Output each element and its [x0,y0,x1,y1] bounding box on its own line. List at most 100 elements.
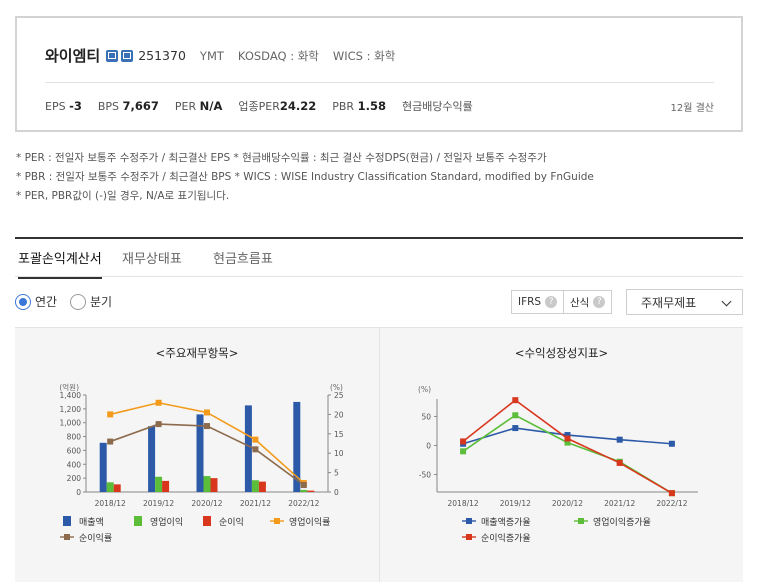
point-영업이익률 [252,436,259,443]
legend-swatch [64,534,70,540]
main-financials-chart: (억원) (%) 0 200 400 600 800 1,000 1,200 1,400 0 5 10 1… [59,383,344,544]
bar-영업이익 [203,476,211,492]
radio-annual[interactable]: 연간 [15,293,57,310]
y-tick-label: 1,000 [60,419,82,428]
x-tick-label: 2019/12 [143,499,174,508]
point-순이익증가율 [616,459,623,466]
tab-cash-flow[interactable]: 현금흐름표 [213,252,273,267]
y-tick-label: 50 [421,412,431,421]
y-tick-label: 0 [426,442,431,451]
y-tick-label: -50 [419,471,431,480]
radio-quarterly[interactable]: 분기 [70,293,112,310]
y2-tick-label: 20 [334,410,344,419]
bar-매출액 [244,405,252,492]
divider [45,82,714,83]
legend-swatch [274,518,280,524]
help-icon: ? [593,296,606,308]
footnotes: * PER : 전일자 보통주 수정주가 / 최근결산 EPS * 현금배당수익… [16,149,594,206]
metric-per: PER N/A [174,99,223,113]
tab-income-statement[interactable]: 포괄손익계산서 [18,248,102,279]
y-tick-label: 0 [76,488,81,497]
y2-tick-label: 25 [334,391,344,400]
y2-tick-label: 15 [334,430,344,439]
statement-type-select[interactable]: 주재무제표 [626,289,743,315]
point-순이익률 [252,446,259,453]
radio-circle [15,293,31,310]
legend-label: 영업이익증가율 [593,516,651,528]
bar-순이익 [258,481,266,492]
formula-button[interactable]: 산식? [563,290,613,314]
metric-dividend-yield: 현금배당수익률 [401,100,473,113]
legend-swatch [466,518,472,524]
bar-순이익 [113,484,121,492]
point-순이익률 [300,482,307,489]
legend-label: 매출액증가율 [481,516,531,528]
point-순이익증가율 [564,435,571,442]
chart-title: <수익성장성지표> [514,346,609,360]
y-tick-label: 600 [67,446,82,455]
x-tick-label: 2020/12 [552,499,583,508]
y-tick-label: 200 [67,474,82,483]
chart-area: <주요재무항목> (억원) (%) 0 200 400 600 800 1,000 1,200 1… [15,327,743,582]
bar-순이익 [210,478,218,492]
bar-영업이익 [300,489,308,492]
divider [379,328,380,582]
y-tick-label: 1,200 [60,405,82,414]
y-tick-label: 1,400 [60,391,82,400]
y-tick-label: 400 [67,460,82,469]
bar-매출액 [99,442,107,492]
y-axis-unit: (억원) [59,383,79,392]
bar-순이익 [162,480,170,492]
company-name: 와이엠티 [45,47,101,65]
y2-tick-label: 5 [334,469,339,478]
point-영업이익증가율 [460,448,467,455]
x-tick-label: 2022/12 [656,499,687,508]
ticker: YMT [199,48,224,63]
point-순이익증가율 [668,490,675,497]
chart-controls: 연간 분기 IFRS? 산식? 주재무제표 [15,289,743,315]
legend-label: 순이익증가율 [481,532,531,544]
x-tick-label: 2018/12 [448,499,479,508]
growth-chart: (%) -50 0 50 2018/12 2019/12 2020/12 2021/12 202… [418,385,698,544]
building-icon[interactable] [121,49,134,62]
x-tick-label: 2021/12 [604,499,635,508]
metric-industry-per: 업종PER24.22 [238,99,317,113]
valuation-metrics: EPS -3 BPS 7,667 PER N/A 업종PER24.22 PBR … [45,98,489,114]
legend-label: 영업이익 [150,516,183,528]
metric-bps: BPS 7,667 [97,99,159,113]
legend-label: 매출액 [79,516,104,528]
legend-label: 영업이익률 [289,516,330,528]
wics-sector: WICS : 화학 [332,48,396,63]
line-순이익증가율 [462,399,673,494]
bar-영업이익 [106,482,114,492]
chevron-down-icon [721,296,732,307]
radio-circle [70,293,86,310]
chart-title: <주요재무항목> [155,346,239,360]
point-매출액증가율 [668,440,675,447]
footnote-per: * PER : 전일자 보통주 수정주가 / 최근결산 EPS * 현금배당수익… [16,152,547,164]
point-매출액증가율 [616,436,623,443]
ifrs-button[interactable]: IFRS? [511,290,565,314]
bar-매출액 [196,414,204,492]
legend-swatch [578,518,584,524]
legend-label: 순이익률 [79,532,112,544]
line-영업이익증가율 [462,414,673,494]
y2-tick-label: 10 [334,449,344,458]
y-axis-unit: (%) [418,385,431,394]
point-영업이익률 [155,399,162,406]
bar-매출액 [293,401,301,492]
x-tick-label: 2020/12 [191,499,222,508]
point-영업이익률 [204,409,210,416]
point-순이익증가율 [512,397,519,404]
legend-label: 순이익 [219,516,244,528]
point-순이익률 [107,438,114,445]
company-summary-box: 와이엠티 251370 YMT KOSDAQ : 화학 WICS : 화학 EP… [15,16,743,132]
doc-icon[interactable] [106,49,119,62]
point-매출액증가율 [512,425,519,432]
point-매출액증가율 [564,432,571,439]
y2-axis-unit: (%) [330,383,343,392]
x-tick-label: 2022/12 [288,499,319,508]
legend-swatch [63,516,71,526]
tab-balance-sheet[interactable]: 재무상태표 [122,252,182,267]
y2-tick-label: 0 [334,488,339,497]
